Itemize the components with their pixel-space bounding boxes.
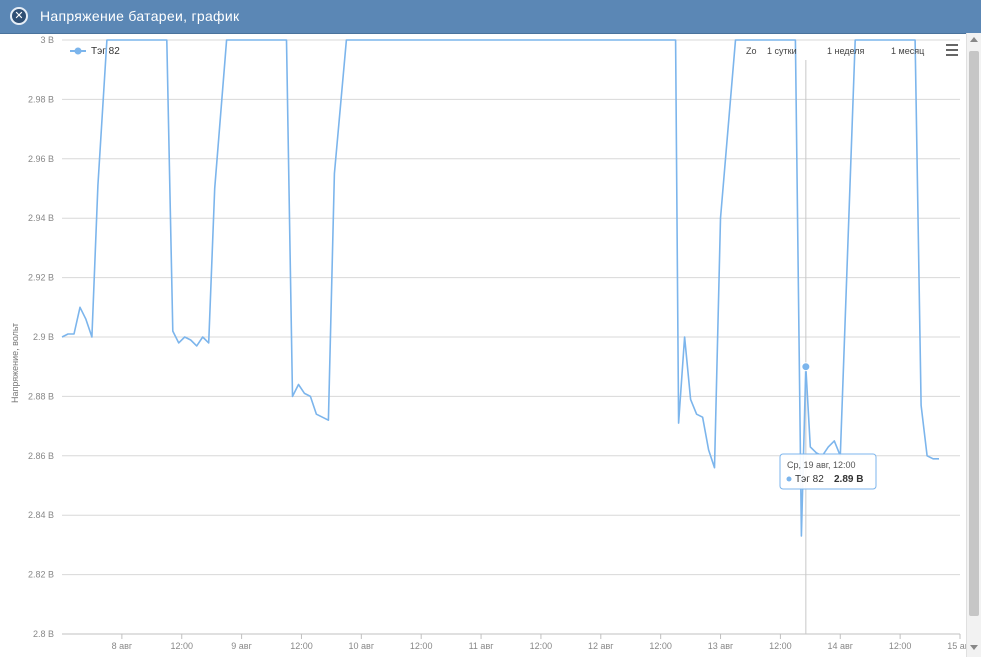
y-tick-label: 2.98 В <box>28 94 54 104</box>
vertical-scrollbar[interactable] <box>966 33 981 657</box>
window-title: Напряжение батареи, график <box>40 8 240 24</box>
x-tick-label: 12:00 <box>290 641 313 651</box>
y-tick-label: 2.94 В <box>28 213 54 223</box>
legend-label: Тэг 82 <box>91 46 120 57</box>
legend[interactable]: Тэг 82 <box>70 46 120 57</box>
grid-lines <box>62 39 960 635</box>
zoom-option-2[interactable]: 1 неделя <box>827 46 864 56</box>
y-tick-label: 2.9 В <box>33 332 54 342</box>
y-tick-label: 2.88 В <box>28 391 54 401</box>
x-tick-label: 8 авг <box>112 641 133 651</box>
y-tick-label: 2.96 В <box>28 154 54 164</box>
zoom-label: Zo <box>746 46 757 56</box>
series-line[interactable] <box>61 39 939 537</box>
y-tick-label: 2.8 В <box>33 629 54 639</box>
zoom-controls: Zo 1 сутки 1 неделя 1 месяц <box>746 44 958 56</box>
highlighted-point[interactable] <box>801 362 811 372</box>
tooltip-box <box>779 453 877 490</box>
tooltip-series-name: Тэг 82 <box>795 474 824 485</box>
y-tick-label: 2.82 В <box>28 570 54 580</box>
y-axis-label: Напряжение, вольт <box>10 323 20 403</box>
y-tick-label: 2.86 В <box>28 451 54 461</box>
series-group <box>61 39 939 537</box>
zoom-option-1[interactable]: 1 сутки <box>767 46 797 56</box>
scroll-up-arrow-icon[interactable] <box>970 37 978 42</box>
tooltip-header: Ср, 19 авг, 12:00 <box>787 460 856 470</box>
y-tick-label: 3 В <box>40 35 54 45</box>
x-axis-ticks: 8 авг 12:00 9 авг 12:00 10 авг 12:00 11 авг 12:… <box>62 633 974 651</box>
window-titlebar: ✕ Напряжение батареи, график <box>0 0 981 34</box>
x-tick-label: 12:00 <box>530 641 553 651</box>
x-tick-label: 12 авг <box>588 641 614 651</box>
x-tick-label: 10 авг <box>349 641 375 651</box>
x-tick-label: 12:00 <box>889 641 912 651</box>
y-tick-label: 2.84 В <box>28 510 54 520</box>
tooltip-series-dot <box>786 476 792 482</box>
x-tick-label: 14 авг <box>827 641 853 651</box>
chart-area: 2.8 В 2.82 В 2.84 В 2.86 В 2.88 В 2.9 В 2.92 В… <box>0 33 974 657</box>
tooltip: Ср, 19 авг, 12:00 Тэг 82 2.89 В <box>779 453 877 490</box>
hamburger-menu-icon[interactable] <box>946 44 958 56</box>
y-tick-label: 2.92 В <box>28 273 54 283</box>
x-tick-label: 15 авг <box>947 641 966 651</box>
legend-marker-dot <box>74 47 82 55</box>
app-icon[interactable]: ✕ <box>10 7 28 25</box>
x-tick-label: 13 авг <box>708 641 734 651</box>
x-tick-label: 12:00 <box>649 641 672 651</box>
zoom-option-3[interactable]: 1 месяц <box>891 46 924 56</box>
x-tick-label: 9 авг <box>231 641 252 651</box>
x-tick-label: 12:00 <box>769 641 792 651</box>
x-tick-label: 12:00 <box>170 641 193 651</box>
x-tick-label: 11 авг <box>469 641 495 651</box>
y-axis-ticks: 2.8 В 2.82 В 2.84 В 2.86 В 2.88 В 2.9 В 2.92 В… <box>28 35 54 639</box>
scroll-thumb[interactable] <box>969 51 979 616</box>
line-chart: 2.8 В 2.82 В 2.84 В 2.86 В 2.88 В 2.9 В 2.92 В… <box>10 35 974 651</box>
scroll-down-arrow-icon[interactable] <box>970 645 978 650</box>
tooltip-value: 2.89 В <box>834 474 863 485</box>
x-tick-label: 12:00 <box>410 641 433 651</box>
